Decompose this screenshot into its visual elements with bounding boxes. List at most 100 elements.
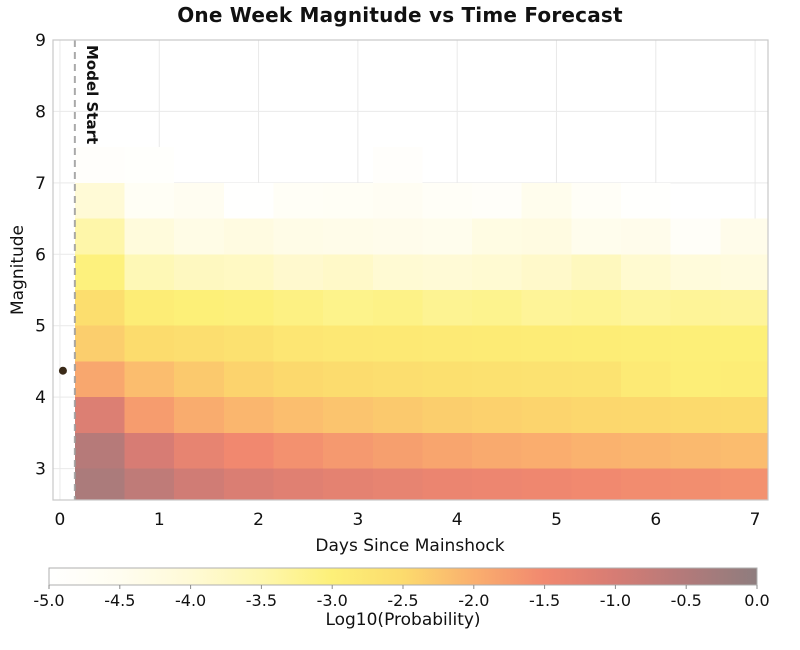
- x-tick-label: 3: [352, 510, 363, 530]
- heatmap-cell: [521, 325, 572, 362]
- heatmap-cell: [472, 218, 522, 255]
- colorbar-tick-label: 0.0: [744, 591, 769, 610]
- heatmap-cell: [273, 218, 324, 255]
- colorbar-label: Log10(Probability): [325, 610, 481, 630]
- heatmap-cell: [472, 182, 522, 219]
- heatmap-cell: [670, 254, 721, 290]
- heatmap-cell: [472, 254, 522, 290]
- heatmap-cell: [422, 182, 473, 219]
- heatmap-cell: [670, 290, 721, 326]
- heatmap-cell: [521, 218, 572, 255]
- heatmap-cell: [174, 325, 224, 362]
- heatmap-cell: [571, 218, 622, 255]
- heatmap-cell: [472, 432, 522, 469]
- heatmap-cell: [74, 397, 125, 433]
- heatmap-cell: [621, 361, 671, 398]
- heatmap-cell: [223, 397, 274, 433]
- y-tick-label: 3: [35, 460, 46, 480]
- colorbar-tick-label: -3.5: [246, 591, 277, 610]
- y-tick-label: 8: [35, 102, 46, 122]
- heatmap-cell: [74, 182, 125, 219]
- heatmap-cell: [670, 325, 721, 362]
- heatmap-cell: [124, 325, 175, 362]
- heatmap-cell: [621, 432, 671, 469]
- heatmap-cell: [323, 325, 373, 362]
- y-tick-label: 4: [35, 388, 46, 408]
- heatmap-cell: [422, 468, 473, 500]
- heatmap-cell: [174, 361, 224, 398]
- heatmap-cell: [422, 432, 473, 469]
- heatmap-cell: [323, 182, 373, 219]
- chart-title: One Week Magnitude vs Time Forecast: [177, 3, 623, 27]
- heatmap-cell: [621, 254, 671, 290]
- heatmap-cell: [74, 432, 125, 469]
- heatmap-cell: [372, 432, 423, 469]
- colorbar-tick-label: -3.0: [317, 591, 348, 610]
- heatmap-cell: [472, 290, 522, 326]
- colorbar-tick-label: -2.0: [458, 591, 489, 610]
- heatmap-cell: [273, 468, 324, 500]
- x-tick-label: 4: [452, 510, 463, 530]
- heatmap-cell: [720, 218, 768, 255]
- heatmap-cell: [571, 325, 622, 362]
- heatmap-cell: [273, 432, 324, 469]
- colorbar-tick-label: -4.0: [175, 591, 206, 610]
- heatmap-cell: [174, 182, 224, 219]
- y-tick-label: 6: [35, 245, 46, 265]
- heatmap-cell: [372, 468, 423, 500]
- heatmap-cell: [621, 182, 671, 219]
- heatmap-cell: [571, 254, 622, 290]
- heatmap-cell: [174, 290, 224, 326]
- heatmap-cell: [372, 254, 423, 290]
- heatmap-cell: [621, 218, 671, 255]
- heatmap-cell: [124, 147, 175, 183]
- heatmap-cell: [372, 218, 423, 255]
- heatmap-cell: [372, 290, 423, 326]
- x-tick-label: 1: [154, 510, 165, 530]
- heatmap-cell: [521, 397, 572, 433]
- heatmap-cell: [670, 432, 721, 469]
- heatmap-cell: [273, 397, 324, 433]
- heatmap-cell: [124, 182, 175, 219]
- heatmap-cell: [223, 361, 274, 398]
- heatmap-cell: [521, 182, 572, 219]
- heatmap-cell: [720, 254, 768, 290]
- colorbar-gradient: [48, 567, 758, 586]
- heatmap-cell: [174, 254, 224, 290]
- heatmap-cell: [670, 361, 721, 398]
- heatmap-cell: [323, 397, 373, 433]
- heatmap-cell: [223, 218, 274, 255]
- heatmap-cell: [521, 254, 572, 290]
- heatmap-cell: [323, 468, 373, 500]
- heatmap-cell: [571, 468, 622, 500]
- heatmap-cell: [273, 290, 324, 326]
- heatmap-cell: [720, 361, 768, 398]
- heatmap-cell: [720, 432, 768, 469]
- heatmap-cell: [472, 361, 522, 398]
- mainshock-marker: [58, 366, 67, 375]
- colorbar-tick-label: -5.0: [33, 591, 64, 610]
- heatmap-cell: [323, 218, 373, 255]
- x-tick-label: 5: [551, 510, 562, 530]
- x-tick-label: 0: [55, 510, 66, 530]
- heatmap-cell: [422, 290, 473, 326]
- heatmap-cell: [571, 361, 622, 398]
- heatmap-cell: [223, 254, 274, 290]
- colorbar-tick-label: -1.5: [529, 591, 560, 610]
- heatmap-cell: [422, 218, 473, 255]
- heatmap-cell: [472, 397, 522, 433]
- heatmap-cell: [124, 432, 175, 469]
- heatmap-cell: [571, 182, 622, 219]
- heatmap-cell: [223, 325, 274, 362]
- colorbar-tick-label: -4.5: [104, 591, 135, 610]
- heatmap-cell: [422, 325, 473, 362]
- heatmap-cell: [521, 432, 572, 469]
- x-tick-label: 6: [650, 510, 661, 530]
- heatmap-cell: [273, 361, 324, 398]
- x-axis-label: Days Since Mainshock: [315, 536, 505, 556]
- heatmap-cell: [372, 361, 423, 398]
- heatmap-cell: [124, 290, 175, 326]
- heatmap-cell: [323, 290, 373, 326]
- heatmap-cell: [472, 468, 522, 500]
